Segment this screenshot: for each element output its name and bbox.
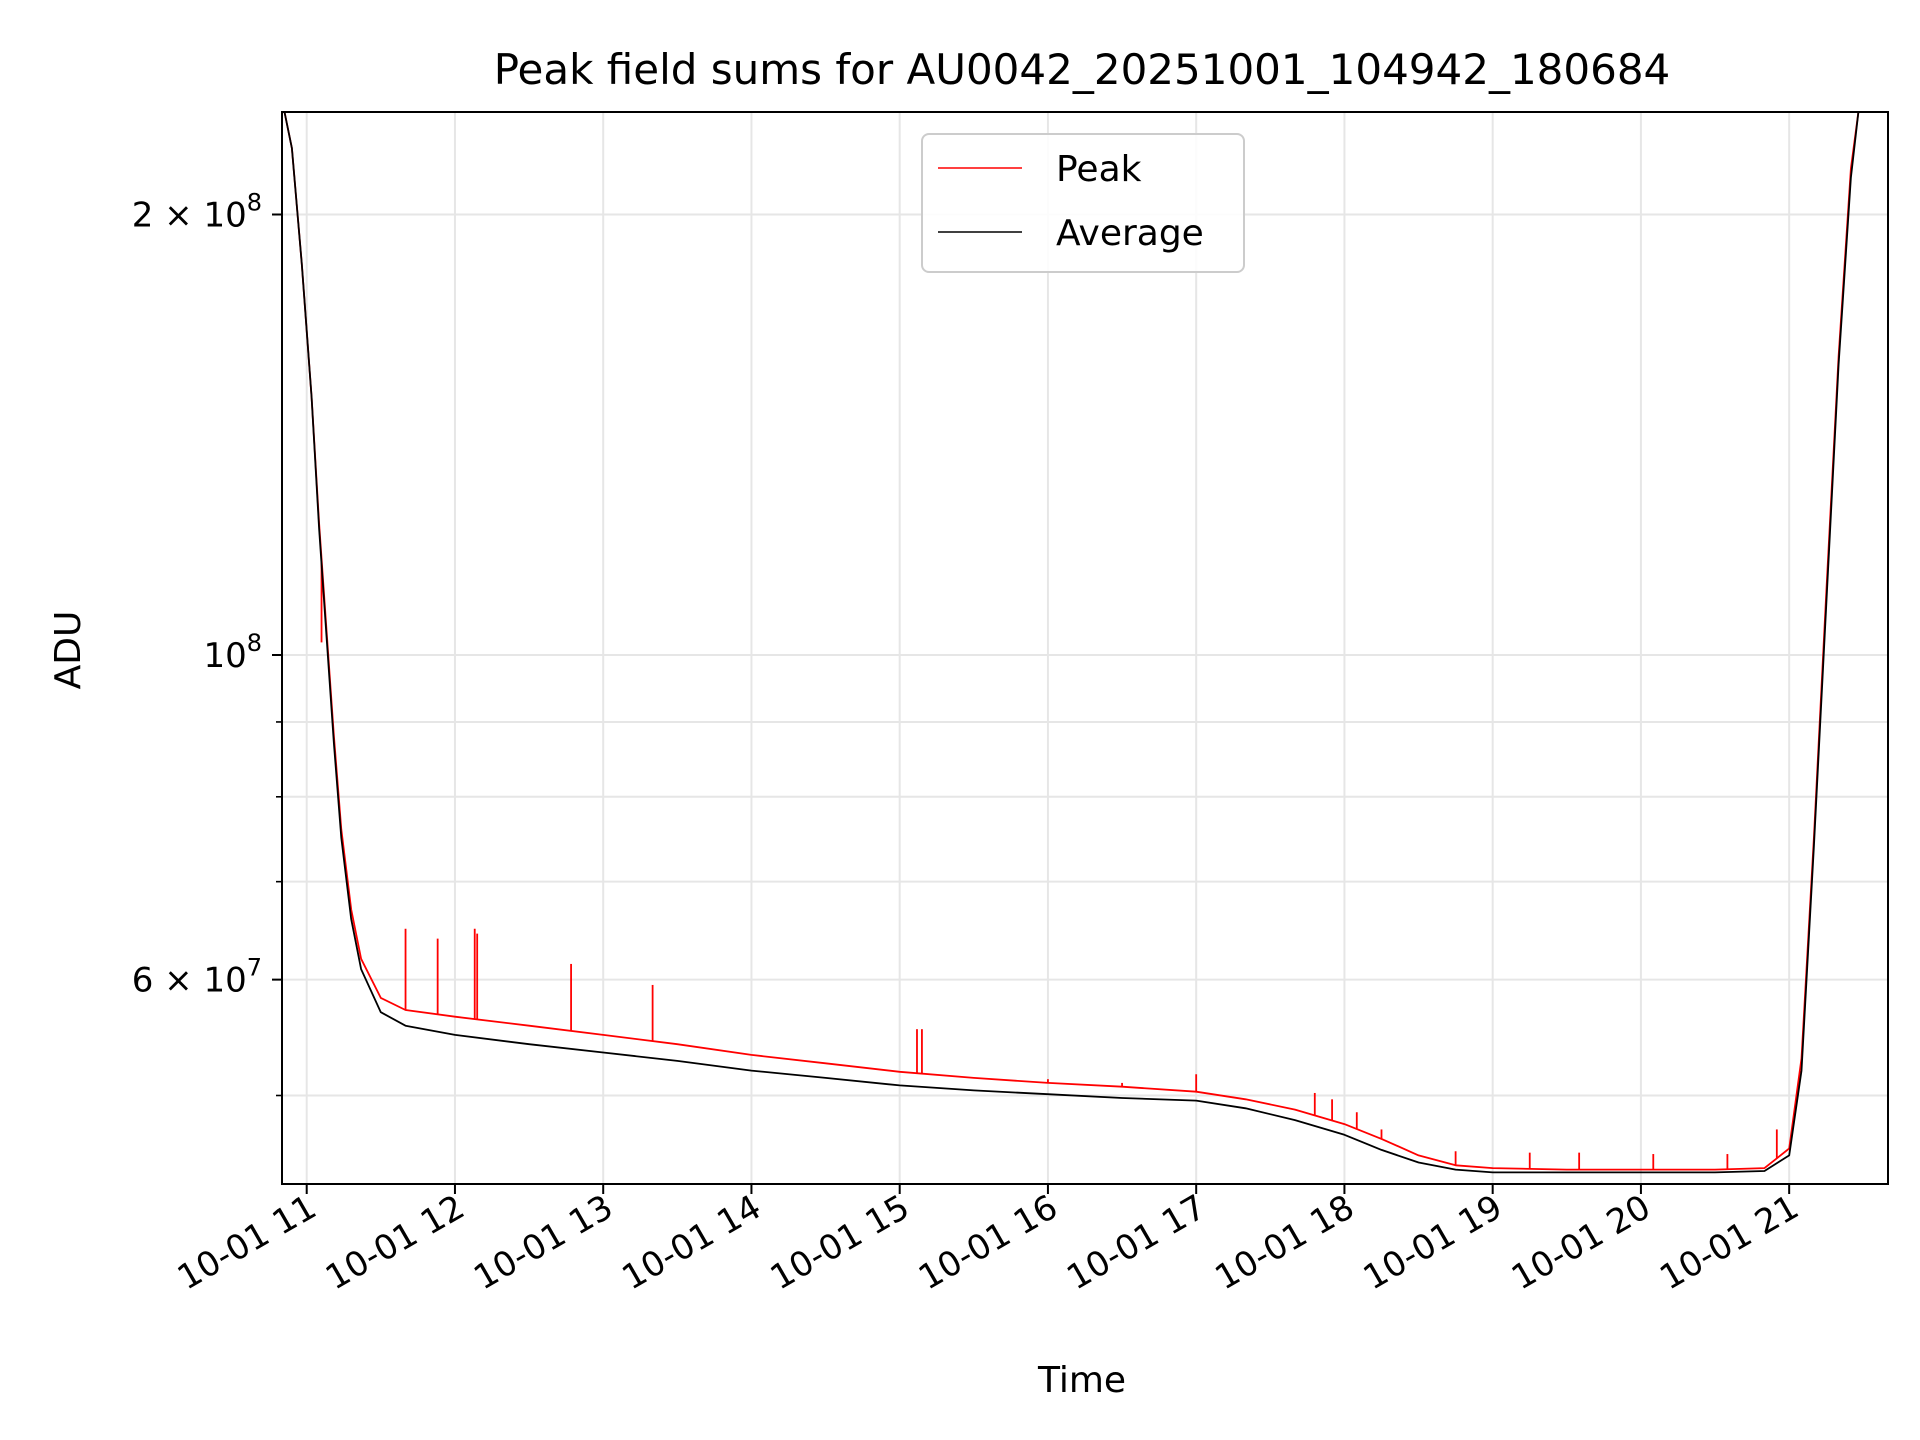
y-axis-label: ADU — [48, 611, 89, 690]
chart-title: Peak field sums for AU0042_20251001_1049… — [494, 45, 1671, 94]
y-tick-label: 108 — [203, 629, 262, 676]
legend-average-label: Average — [1056, 213, 1204, 254]
series-lines — [283, 112, 1860, 1174]
series-line-average — [283, 112, 1860, 1174]
legend-peak-label: Peak — [1056, 149, 1142, 190]
y-tick-label: 6 × 107 — [132, 954, 262, 1001]
x-axis-label: Time — [1037, 1360, 1126, 1401]
legend: Peak Average — [921, 133, 1245, 273]
plot-area — [283, 112, 1860, 1174]
y-tick-label: 2 × 108 — [132, 188, 262, 235]
axes-frame — [281, 111, 1889, 1185]
